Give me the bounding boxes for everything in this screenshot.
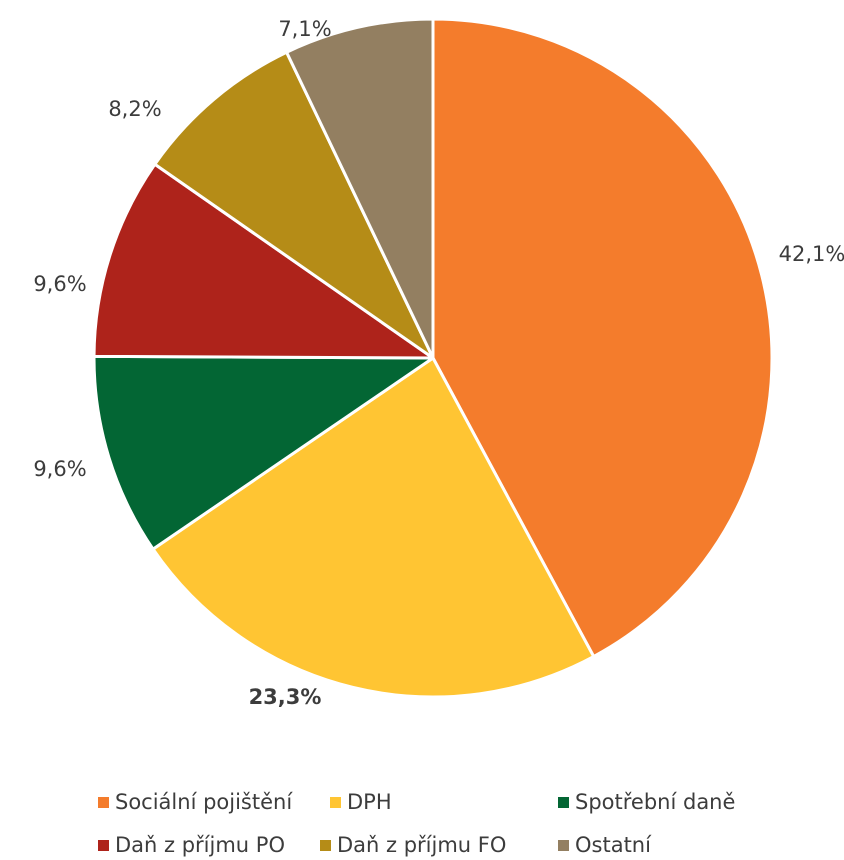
slice-data-label: 42,1%	[779, 242, 844, 266]
legend-label: Daň z příjmu FO	[337, 833, 507, 857]
pie-slice	[151, 356, 596, 699]
pie-slice	[92, 162, 435, 360]
pie-slice	[431, 17, 774, 659]
legend-label: DPH	[347, 790, 392, 814]
pie-slice	[285, 17, 435, 360]
slice-data-label: 23,3%	[249, 685, 322, 709]
legend-label: Sociální pojištění	[115, 790, 293, 814]
pie-slice	[153, 50, 435, 360]
legend-swatch	[330, 796, 341, 808]
legend-label: Ostatní	[575, 833, 651, 857]
slice-data-label: 9,6%	[33, 272, 86, 296]
legend-label: Daň z příjmu PO	[115, 833, 285, 857]
legend-item-dan-z-prijmu-po: Daň z příjmu PO	[98, 833, 285, 857]
legend-swatch	[320, 839, 331, 851]
slice-data-label: 8,2%	[108, 97, 161, 121]
legend-item-dan-z-prijmu-fo: Daň z příjmu FO	[320, 833, 506, 857]
pie-slice	[92, 354, 435, 551]
legend-swatch	[98, 796, 109, 808]
legend-item-ostatni: Ostatní	[558, 833, 651, 857]
legend-item-socialni-pojisteni: Sociální pojištění	[98, 790, 292, 814]
legend-swatch	[98, 839, 109, 851]
legend-label: Spotřební daně	[575, 790, 736, 814]
slice-data-label: 9,6%	[33, 457, 86, 481]
legend-item-dph: DPH	[330, 790, 392, 814]
legend-swatch	[558, 796, 569, 808]
legend-swatch	[558, 839, 569, 851]
slice-data-label: 7,1%	[278, 17, 331, 41]
legend-item-spotrebni-dane: Spotřební daně	[558, 790, 735, 814]
